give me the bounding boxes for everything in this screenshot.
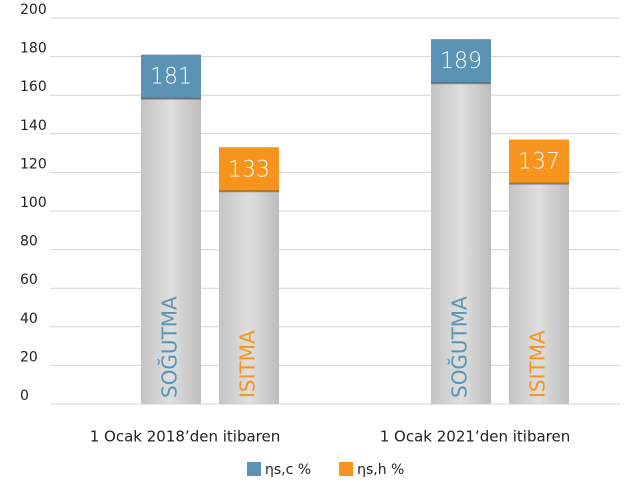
bar — [431, 39, 491, 404]
value-label: 181 — [150, 65, 192, 90]
x-tick-label: 1 Ocak 2018’den itibaren — [90, 428, 280, 446]
y-tick-label: 20 — [20, 349, 38, 365]
legend-swatch — [339, 462, 354, 476]
y-tick-label: 0 — [20, 388, 29, 404]
legend-swatch — [247, 462, 261, 476]
y-tick-label: 40 — [20, 311, 38, 327]
bar-text: ISITMA — [526, 330, 550, 398]
legend-label: ηs,c % — [265, 462, 311, 478]
value-label: 137 — [518, 150, 560, 175]
y-tick-label: 80 — [20, 234, 38, 250]
y-tick-label: 180 — [20, 41, 47, 57]
bar-text: SOĞUTMA — [158, 296, 182, 398]
bar-cap — [141, 54, 201, 99]
y-tick-label: 100 — [20, 195, 47, 211]
y-tick-label: 140 — [20, 118, 47, 134]
bar-cap — [431, 39, 491, 84]
bar-text: ISITMA — [236, 330, 260, 398]
y-tick-label: 160 — [20, 79, 47, 95]
bar-text: SOĞUTMA — [448, 296, 472, 398]
x-tick-label: 1 Ocak 2021’den itibaren — [380, 428, 570, 446]
bar-cap — [509, 139, 569, 184]
value-label: 133 — [228, 157, 270, 182]
bar-cap — [219, 147, 279, 192]
y-tick-label: 120 — [20, 156, 47, 172]
value-label: 189 — [440, 49, 482, 74]
y-tick-label: 60 — [20, 272, 38, 288]
y-tick-label: 200 — [20, 2, 47, 18]
bar — [141, 54, 201, 405]
legend-label: ηs,h % — [357, 462, 404, 478]
